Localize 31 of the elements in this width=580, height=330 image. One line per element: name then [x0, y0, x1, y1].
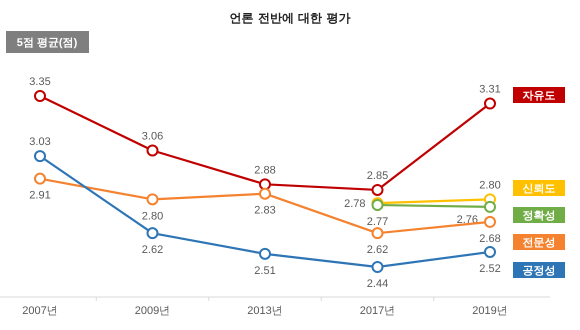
- data-label: 2.76: [456, 214, 478, 226]
- x-tick-label: 2009년: [134, 305, 170, 317]
- y-axis-title: 5점 평균(점): [16, 37, 78, 49]
- text: 정확성: [522, 210, 556, 222]
- text: 전문성: [522, 237, 556, 249]
- data-label: 2.68: [479, 232, 501, 245]
- data-label: 2.77: [366, 216, 388, 228]
- x-tick-label: 2017년: [360, 305, 396, 317]
- data-label: 2.78: [344, 198, 366, 210]
- data-label: 2.62: [366, 244, 388, 256]
- data-label: 2.80: [142, 210, 164, 222]
- data-label: 3.31: [479, 84, 501, 96]
- data-label: 3.03: [29, 136, 51, 148]
- text: 공정성: [522, 265, 556, 277]
- chart-title: 언론 전반에 대한 평가: [230, 11, 350, 25]
- data-label: 2.62: [142, 244, 164, 256]
- text: 신뢰도: [522, 183, 556, 195]
- data-label: 2.91: [29, 190, 51, 202]
- x-tick-label: 2013년: [247, 305, 283, 317]
- x-tick-label: 2007년: [22, 305, 58, 317]
- data-label: 2.85: [366, 170, 388, 182]
- data-label: 2.80: [479, 179, 501, 192]
- text: 자유도: [522, 90, 556, 102]
- data-label: 2.51: [254, 264, 276, 277]
- data-label: 2.52: [479, 262, 501, 275]
- data-label: 3.35: [29, 76, 51, 88]
- data-label: 3.06: [142, 130, 164, 142]
- data-label: 2.88: [254, 164, 276, 176]
- data-label: 2.83: [254, 204, 276, 217]
- data-label: 2.44: [366, 278, 388, 290]
- x-tick-label: 2019년: [472, 305, 508, 317]
